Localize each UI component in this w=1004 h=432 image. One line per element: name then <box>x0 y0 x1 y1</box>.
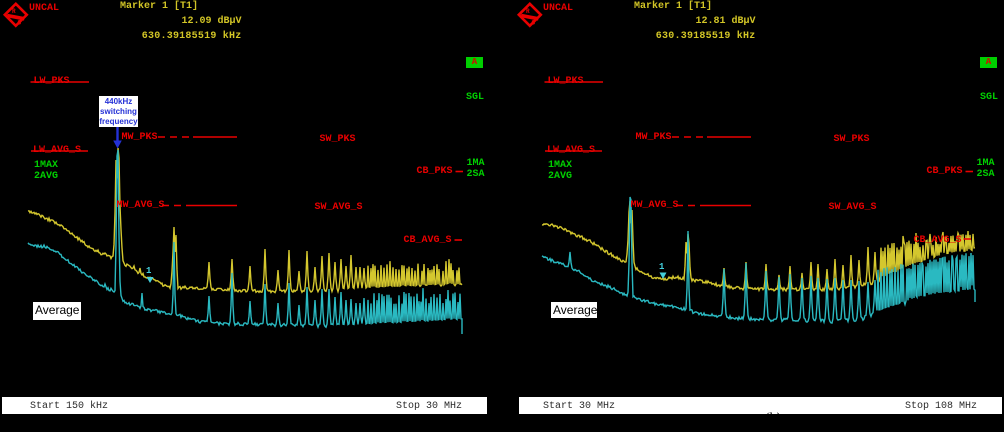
svg-text:R: R <box>526 8 530 15</box>
svg-text:S: S <box>532 20 536 27</box>
svg-text:S: S <box>18 20 22 27</box>
svg-text:R: R <box>12 8 16 15</box>
